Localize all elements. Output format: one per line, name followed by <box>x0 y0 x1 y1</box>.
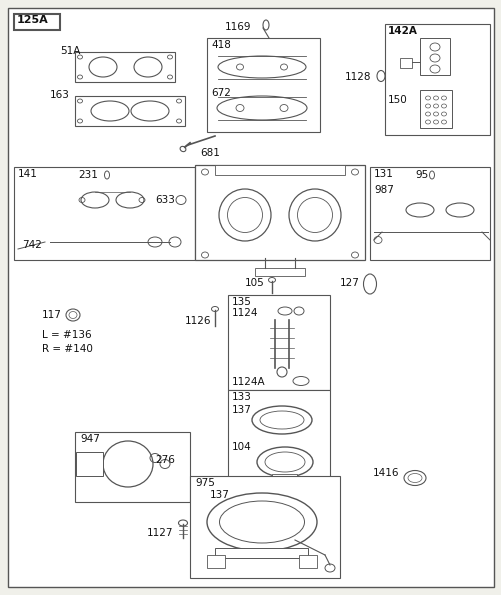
Text: R = #140: R = #140 <box>42 344 93 354</box>
Text: 131: 131 <box>373 169 393 179</box>
Bar <box>227 390 329 480</box>
Text: 137: 137 <box>231 405 252 415</box>
Text: 742: 742 <box>22 240 42 250</box>
Bar <box>206 38 319 132</box>
Bar <box>75 432 189 502</box>
Bar <box>75 96 185 126</box>
Bar <box>384 24 489 135</box>
Bar <box>75 52 175 82</box>
Text: 418: 418 <box>210 40 230 50</box>
Text: 125A: 125A <box>17 15 49 25</box>
Bar <box>214 548 308 558</box>
Text: 141: 141 <box>18 169 38 179</box>
Text: 947: 947 <box>80 434 100 444</box>
Text: 276: 276 <box>155 455 174 465</box>
Text: 137: 137 <box>209 490 229 500</box>
Bar <box>206 555 224 568</box>
Bar <box>76 452 103 476</box>
Text: 672: 672 <box>210 88 230 98</box>
Text: 135: 135 <box>231 297 252 307</box>
Text: 163: 163 <box>50 90 70 100</box>
Text: 133: 133 <box>231 392 252 402</box>
Bar <box>14 167 194 260</box>
Bar <box>14 14 60 30</box>
Text: 95: 95 <box>414 170 427 180</box>
Text: 127: 127 <box>339 278 359 288</box>
Bar <box>272 474 297 480</box>
Text: 1416: 1416 <box>372 468 399 478</box>
Text: 150: 150 <box>387 95 407 105</box>
Text: 1124A: 1124A <box>231 377 265 387</box>
Text: 987: 987 <box>373 185 393 195</box>
Text: 104: 104 <box>231 442 251 452</box>
Bar <box>419 90 451 128</box>
Text: L = #136: L = #136 <box>42 330 92 340</box>
Text: 681: 681 <box>199 148 219 158</box>
Bar <box>399 58 411 68</box>
Bar <box>227 295 329 390</box>
Bar <box>419 38 449 75</box>
Text: 1127: 1127 <box>147 528 173 538</box>
Bar <box>255 268 305 276</box>
Text: 142A: 142A <box>387 26 417 36</box>
Bar <box>214 165 344 175</box>
Text: 975: 975 <box>194 478 214 488</box>
Bar <box>299 555 316 568</box>
Text: 1128: 1128 <box>344 72 371 82</box>
Text: 105: 105 <box>244 278 264 288</box>
Bar <box>369 167 489 260</box>
Text: 1124: 1124 <box>231 308 258 318</box>
Bar <box>189 476 339 578</box>
Text: 51A: 51A <box>60 46 80 56</box>
Text: 633: 633 <box>155 195 174 205</box>
Text: 231: 231 <box>78 170 98 180</box>
Text: 1169: 1169 <box>224 22 251 32</box>
Bar <box>194 165 364 260</box>
Text: 1126: 1126 <box>185 316 211 326</box>
Text: 117: 117 <box>42 310 62 320</box>
